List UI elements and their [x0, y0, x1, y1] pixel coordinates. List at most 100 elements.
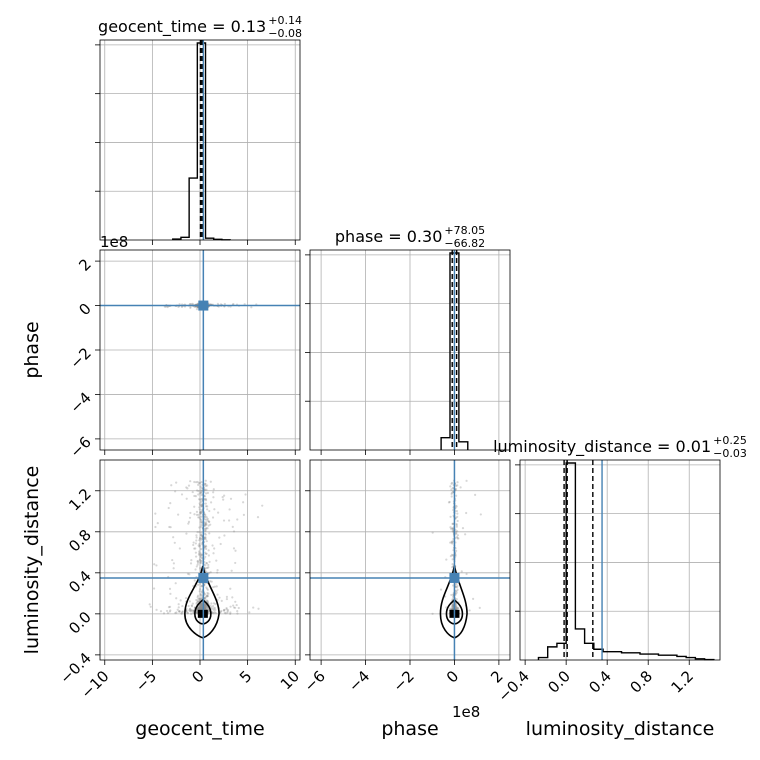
sample-point [198, 511, 202, 514]
title-plus: +0.14 [268, 14, 302, 27]
sample-point [204, 606, 207, 609]
sample-point [196, 563, 199, 566]
sample-point [208, 571, 211, 574]
sample-point [187, 484, 191, 487]
title-geocent_time: geocent_time = 0.13 +0.14−0.08 [98, 14, 302, 40]
sample-point [207, 520, 211, 523]
sample-point [191, 602, 194, 605]
sample-point [194, 547, 197, 550]
sample-point [232, 302, 235, 306]
sample-point [205, 607, 209, 611]
sample-point [221, 495, 224, 499]
sample-point [208, 520, 211, 523]
sample-point [199, 491, 203, 495]
sample-point [154, 512, 157, 515]
sample-point [192, 541, 195, 544]
sample-point [203, 497, 207, 501]
sample-point [213, 547, 216, 550]
histogram-phase [305, 250, 510, 450]
sample-point [198, 597, 202, 600]
sample-point [207, 609, 210, 612]
sample-point [451, 528, 455, 531]
sample-point [449, 527, 453, 530]
sample-point [180, 305, 184, 308]
sample-point [189, 303, 192, 306]
sample-point [222, 519, 226, 522]
sample-point [199, 604, 202, 607]
sample-point [194, 542, 197, 545]
sample-point [198, 605, 201, 608]
sample-point [234, 600, 237, 603]
sample-point [460, 570, 463, 573]
sample-point [212, 607, 215, 610]
sample-point [200, 523, 203, 527]
sample-point [223, 608, 226, 611]
sample-point [456, 484, 459, 487]
sample-point [455, 582, 458, 585]
sample-point [203, 606, 207, 609]
sample-point [188, 516, 192, 519]
sample-point [193, 513, 196, 516]
sample-point [205, 562, 208, 565]
sample-point [204, 523, 207, 526]
sample-point [204, 515, 207, 518]
sample-point [203, 551, 207, 554]
sample-point [450, 607, 453, 611]
sample-point [204, 604, 207, 607]
sample-point [200, 493, 203, 497]
sample-point [204, 607, 207, 611]
sample-point [181, 610, 184, 613]
sample-point [229, 605, 232, 608]
sample-point [172, 567, 175, 570]
sample-point [227, 519, 231, 522]
sample-point [465, 479, 468, 482]
y-tick-label-phase: −6 [66, 433, 94, 461]
histogram-outline [537, 462, 715, 661]
x-axis-label-luminosity_distance: luminosity_distance [526, 718, 715, 740]
sample-point [198, 558, 201, 561]
sample-point [207, 524, 210, 527]
x-tick-label-luminosity_distance: 0.4 [585, 667, 615, 697]
sample-point [205, 547, 208, 551]
sample-point [176, 608, 179, 611]
sample-point [205, 587, 209, 590]
sample-point [455, 608, 458, 611]
sample-point [168, 525, 171, 529]
sample-point [200, 602, 203, 606]
sample-point [451, 607, 454, 611]
sample-point [190, 609, 193, 612]
sample-point [200, 607, 203, 610]
sample-point [206, 527, 209, 530]
sample-point [200, 534, 203, 537]
sample-point [225, 597, 229, 601]
sample-point [203, 522, 206, 525]
sample-point [234, 549, 237, 552]
sample-point [211, 604, 215, 608]
y-offset-label-phase: 1e8 [100, 233, 128, 251]
sample-point [185, 532, 188, 535]
sample-point [204, 484, 208, 488]
sample-point [178, 610, 181, 613]
sample-point [206, 595, 209, 598]
sample-point [205, 606, 208, 609]
sample-point [189, 306, 192, 309]
sample-point [203, 529, 207, 532]
sample-point [187, 520, 191, 523]
title-main: geocent_time = 0.13 [98, 17, 266, 37]
sample-point [454, 488, 458, 491]
sample-point [200, 585, 203, 588]
sample-point [195, 536, 198, 539]
y-tick-label-luminosity_distance: 0.0 [65, 608, 95, 638]
sample-point [159, 610, 163, 613]
sample-point [168, 610, 171, 613]
sample-point [455, 597, 458, 601]
x-tick-label-geocent_time: −5 [132, 667, 160, 695]
sample-point [213, 607, 216, 610]
sample-point [211, 544, 214, 547]
sample-point [451, 558, 454, 561]
sample-point [199, 525, 203, 528]
sample-point [451, 563, 454, 566]
sample-point [198, 516, 201, 519]
sample-point [199, 537, 202, 540]
sample-point [212, 612, 215, 615]
